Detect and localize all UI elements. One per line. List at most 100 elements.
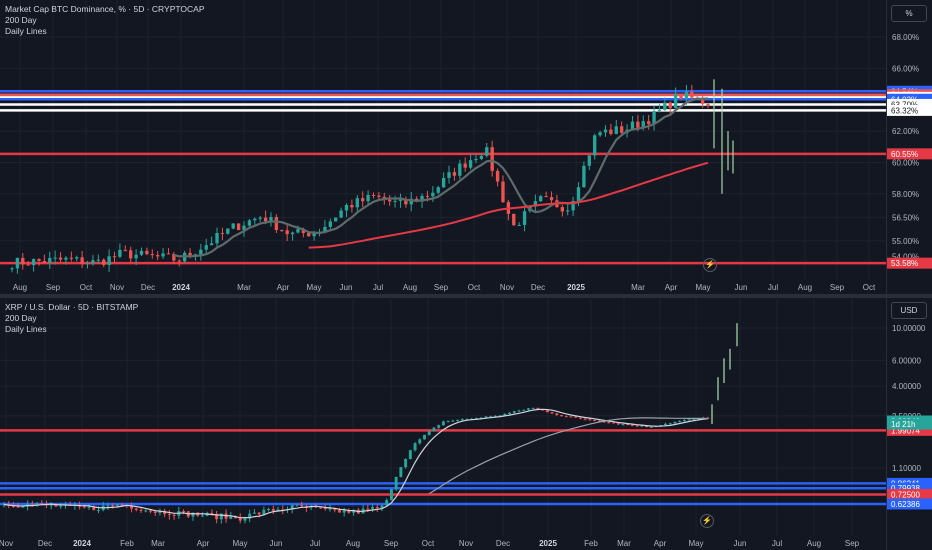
candle-body xyxy=(607,422,611,424)
candle-body xyxy=(300,504,304,507)
btc-dominance-legend: Market Cap BTC Dominance, % · 5D · CRYPT… xyxy=(5,4,205,37)
unit-selector[interactable]: USD xyxy=(891,302,927,319)
btc-dominance-price-axis[interactable]: 68.00% 66.00% 62.00% 60.00% 58.00% 56.50% 55.0… xyxy=(886,0,932,294)
lightning-icon[interactable]: ⚡ xyxy=(700,514,714,528)
candle-body xyxy=(550,412,554,414)
candle-body xyxy=(578,417,582,419)
ma-200-label: 200 Day xyxy=(5,15,37,25)
candle-body xyxy=(576,187,581,201)
candle-body xyxy=(641,121,645,128)
x-tick-label: Jul xyxy=(768,283,778,292)
x-tick-label: Sep xyxy=(384,539,399,548)
candle-body xyxy=(431,192,435,197)
candle-body xyxy=(475,418,478,420)
y-tick-label: 60.00% xyxy=(892,158,919,167)
candle-body xyxy=(339,210,343,218)
xrp-legend: XRP / U.S. Dollar · 5D · BITSTAMP 200 Da… xyxy=(5,302,138,335)
price-label-text: 0.62386 xyxy=(891,500,920,509)
y-tick-label: 66.00% xyxy=(892,64,919,73)
x-tick-label: Sep xyxy=(845,539,860,548)
xrp-plot[interactable]: Nov Dec 2024 Feb Mar Apr May Jun Jul Aug Sep Oct Nov… xyxy=(0,298,886,550)
btc-dominance-title: Market Cap BTC Dominance, % · 5D · CRYPT… xyxy=(5,4,205,14)
candle-body xyxy=(64,257,68,260)
candle-body xyxy=(301,229,306,233)
candle-body xyxy=(82,506,86,508)
candle-body xyxy=(664,423,667,426)
candle-body xyxy=(602,421,606,423)
candle-body xyxy=(215,232,219,244)
candle-body xyxy=(598,132,602,136)
candle-body xyxy=(679,94,683,99)
x-tick-label: Feb xyxy=(120,539,134,548)
y-tick-label: 55.00% xyxy=(892,237,919,246)
candle-body xyxy=(69,257,74,259)
price-label-tag xyxy=(887,482,932,494)
price-label-text: 0.72500 xyxy=(891,490,920,499)
candle-body xyxy=(560,415,563,417)
daily-lines-label: Daily Lines xyxy=(5,324,47,334)
candle-body xyxy=(87,506,91,508)
candle-body xyxy=(231,223,235,229)
x-tick-label: Oct xyxy=(80,283,93,292)
x-tick-label: Feb xyxy=(584,539,598,548)
candle-body xyxy=(566,210,570,212)
candle-body xyxy=(465,419,469,421)
btc-dominance-plot[interactable]: Aug Sep Oct Nov Dec 2024 Mar Apr May Jun Jul Aug Sep… xyxy=(0,0,886,294)
price-label-tag xyxy=(887,98,932,110)
xrp-price-axis[interactable]: 10.000006.000004.000002.500001.100001.99… xyxy=(886,298,932,550)
candle-body xyxy=(319,507,323,509)
candle-body xyxy=(690,91,694,98)
candle-body xyxy=(271,508,275,512)
candle-body xyxy=(621,424,625,426)
candle-body xyxy=(285,230,289,235)
y-tick-label: 6.00000 xyxy=(892,356,921,365)
candle-body xyxy=(522,409,526,411)
candle-body xyxy=(204,245,208,250)
candle-body xyxy=(399,467,403,477)
x-tick-label: Apr xyxy=(197,539,210,548)
xrp-chart-svg[interactable]: Nov Dec 2024 Feb Mar Apr May Jun Jul Aug Sep Oct Nov… xyxy=(0,298,886,550)
x-tick-label: Nov xyxy=(500,283,514,292)
candle-body xyxy=(15,257,20,269)
candle-body xyxy=(161,253,165,257)
x-tick-label: Apr xyxy=(654,539,667,548)
unit-selector[interactable]: % xyxy=(891,5,927,22)
candle-body xyxy=(460,419,464,421)
candle-body xyxy=(531,407,535,409)
candle-body xyxy=(501,181,505,203)
candle-body xyxy=(350,204,354,208)
candle-body xyxy=(458,163,462,176)
candle-body xyxy=(323,508,327,510)
candle-body xyxy=(355,198,359,208)
candle-body xyxy=(380,505,384,509)
candle-body xyxy=(323,226,327,233)
x-tick-label: Mar xyxy=(617,539,631,548)
candle-body xyxy=(441,421,445,426)
lightning-icon[interactable]: ⚡ xyxy=(703,258,717,272)
xrp-panel: Nov Dec 2024 Feb Mar Apr May Jun Jul Aug Sep Oct Nov… xyxy=(0,298,932,550)
candle-body xyxy=(42,260,47,263)
candle-body xyxy=(219,513,223,520)
candle-body xyxy=(290,505,294,510)
price-label-text: 63.32% xyxy=(891,106,918,115)
candle-body xyxy=(612,422,615,424)
candle-body xyxy=(334,217,338,222)
price-label-text: 60.55% xyxy=(891,150,918,159)
candle-body xyxy=(495,170,500,182)
btc-dominance-chart-svg[interactable]: Aug Sep Oct Nov Dec 2024 Mar Apr May Jun Jul Aug Sep… xyxy=(0,0,886,294)
candle-body xyxy=(97,510,100,512)
candle-body xyxy=(102,259,106,265)
candle-body xyxy=(409,198,413,205)
x-tick-label: Jun xyxy=(270,539,283,548)
panel-separator[interactable] xyxy=(0,294,932,298)
x-tick-label: May xyxy=(695,283,710,292)
candle-body xyxy=(118,249,122,257)
candle-body xyxy=(569,416,573,418)
y-tick-label: 54.00% xyxy=(892,253,919,262)
candle-body xyxy=(134,254,138,259)
candle-body xyxy=(309,506,313,508)
candle-body xyxy=(26,264,30,266)
x-tick-label: Apr xyxy=(665,283,678,292)
candle-body xyxy=(657,109,662,112)
x-tick-label: 2025 xyxy=(567,283,585,292)
